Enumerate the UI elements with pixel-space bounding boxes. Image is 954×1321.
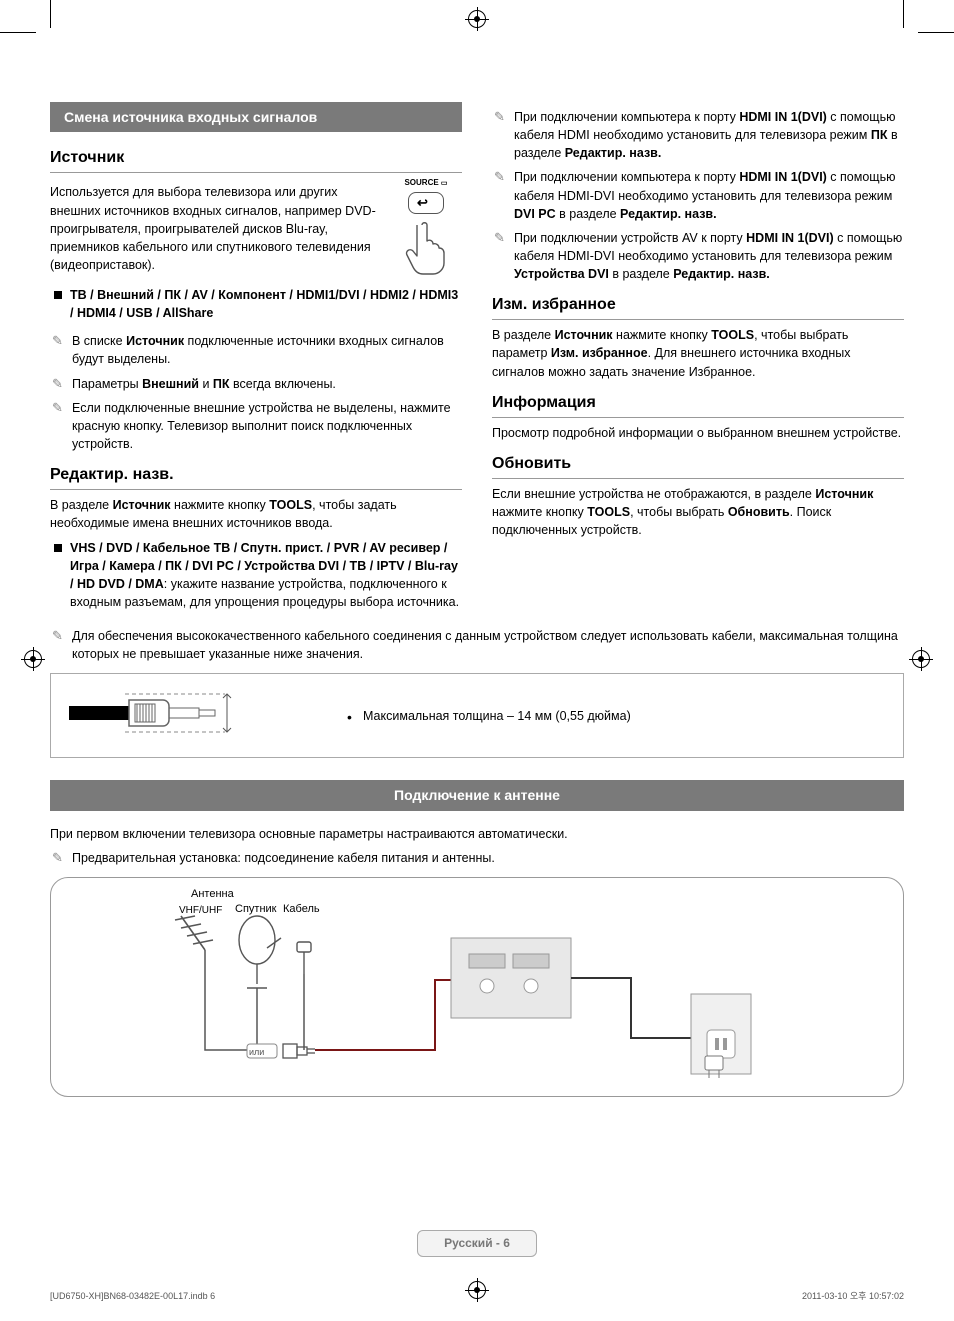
list-item: При подключении компьютера к порту HDMI … bbox=[492, 168, 904, 222]
crop-mark bbox=[903, 0, 904, 28]
antenna-diagram: Антенна VHF/UHF Спутник Кабель bbox=[50, 877, 904, 1097]
left-column: Смена источника входных сигналов Источни… bbox=[50, 102, 462, 621]
antenna-wiring-svg bbox=[71, 898, 831, 1088]
edit-name-list: VHS / DVD / Кабельное ТВ / Спутн. прист.… bbox=[50, 539, 462, 612]
imprint-line: [UD6750-XH]BN68-03482E-00L17.indb 6 2011… bbox=[50, 1290, 904, 1303]
source-intro: Используется для выбора телевизора или д… bbox=[50, 177, 462, 280]
heading-edit-name: Редактир. назв. bbox=[50, 463, 462, 490]
list-item: В списке Источник подключенные источники… bbox=[50, 332, 462, 368]
two-column-content: Смена источника входных сигналов Источни… bbox=[50, 102, 904, 621]
page-footer: Русский - 6 bbox=[0, 1230, 954, 1257]
list-item: При подключении устройств AV к порту HDM… bbox=[492, 229, 904, 283]
list-item: При подключении компьютера к порту HDMI … bbox=[492, 108, 904, 162]
crop-mark bbox=[50, 0, 51, 28]
source-options: ТВ / Внешний / ПК / AV / Компонент / HDM… bbox=[70, 288, 458, 320]
cable-quality-note: Для обеспечения высококачественного кабе… bbox=[50, 627, 904, 663]
heading-refresh: Обновить bbox=[492, 452, 904, 479]
refresh-paragraph: Если внешние устройства не отображаются,… bbox=[492, 485, 904, 539]
list-item: ТВ / Внешний / ПК / AV / Компонент / HDM… bbox=[50, 286, 462, 322]
antenna-intro: При первом включении телевизора основные… bbox=[50, 825, 904, 843]
info-paragraph: Просмотр подробной информации о выбранно… bbox=[492, 424, 904, 442]
source-options-list: ТВ / Внешний / ПК / AV / Компонент / HDM… bbox=[50, 286, 462, 322]
section-title-bar: Смена источника входных сигналов bbox=[50, 102, 462, 132]
imprint-timestamp: 2011-03-10 오후 10:57:02 bbox=[802, 1290, 904, 1303]
antenna-section: Подключение к антенне При первом включен… bbox=[50, 780, 904, 1097]
source-intro-text: Используется для выбора телевизора или д… bbox=[50, 183, 380, 274]
heading-favorite: Изм. избранное bbox=[492, 293, 904, 320]
source-notes: В списке Источник подключенные источники… bbox=[50, 332, 462, 453]
favorite-paragraph: В разделе Источник нажмите кнопку TOOLS,… bbox=[492, 326, 904, 380]
imprint-file: [UD6750-XH]BN68-03482E-00L17.indb 6 bbox=[50, 1290, 215, 1303]
registration-mark-icon bbox=[468, 10, 486, 28]
registration-mark-icon bbox=[912, 650, 930, 668]
edit-name-paragraph: В разделе Источник нажмите кнопку TOOLS,… bbox=[50, 496, 462, 532]
list-item: Для обеспечения высококачественного кабе… bbox=[50, 627, 904, 663]
list-item: Параметры Внешний и ПК всегда включены. bbox=[50, 375, 462, 393]
cable-thickness-list: Максимальная толщина – 14 мм (0,55 дюйма… bbox=[339, 707, 885, 725]
list-item: VHS / DVD / Кабельное ТВ / Спутн. прист.… bbox=[50, 539, 462, 612]
antenna-note: Предварительная установка: подсоединение… bbox=[50, 849, 904, 867]
list-item: Предварительная установка: подсоединение… bbox=[50, 849, 904, 867]
heading-info: Информация bbox=[492, 391, 904, 418]
hand-pointer-icon bbox=[404, 219, 448, 275]
registration-mark-icon bbox=[24, 650, 42, 668]
page-number: Русский - 6 bbox=[417, 1230, 537, 1257]
source-button-icon bbox=[408, 192, 444, 214]
section-title-bar: Подключение к антенне bbox=[50, 780, 904, 810]
cable-diagram-box: Максимальная толщина – 14 мм (0,55 дюйма… bbox=[50, 673, 904, 758]
crop-mark bbox=[918, 32, 954, 33]
source-label: SOURCE ▭ bbox=[390, 177, 462, 189]
right-column: При подключении компьютера к порту HDMI … bbox=[492, 102, 904, 621]
heading-source: Источник bbox=[50, 146, 462, 173]
hdmi-notes: При подключении компьютера к порту HDMI … bbox=[492, 108, 904, 283]
list-item: Максимальная толщина – 14 мм (0,55 дюйма… bbox=[339, 707, 885, 725]
crop-mark bbox=[0, 32, 36, 33]
list-item: Если подключенные внешние устройства не … bbox=[50, 399, 462, 453]
manual-page: Смена источника входных сигналов Источни… bbox=[0, 0, 954, 1321]
source-remote-icon: SOURCE ▭ bbox=[390, 177, 462, 275]
cable-connector-icon bbox=[69, 688, 279, 743]
label-or: или bbox=[249, 1046, 264, 1059]
